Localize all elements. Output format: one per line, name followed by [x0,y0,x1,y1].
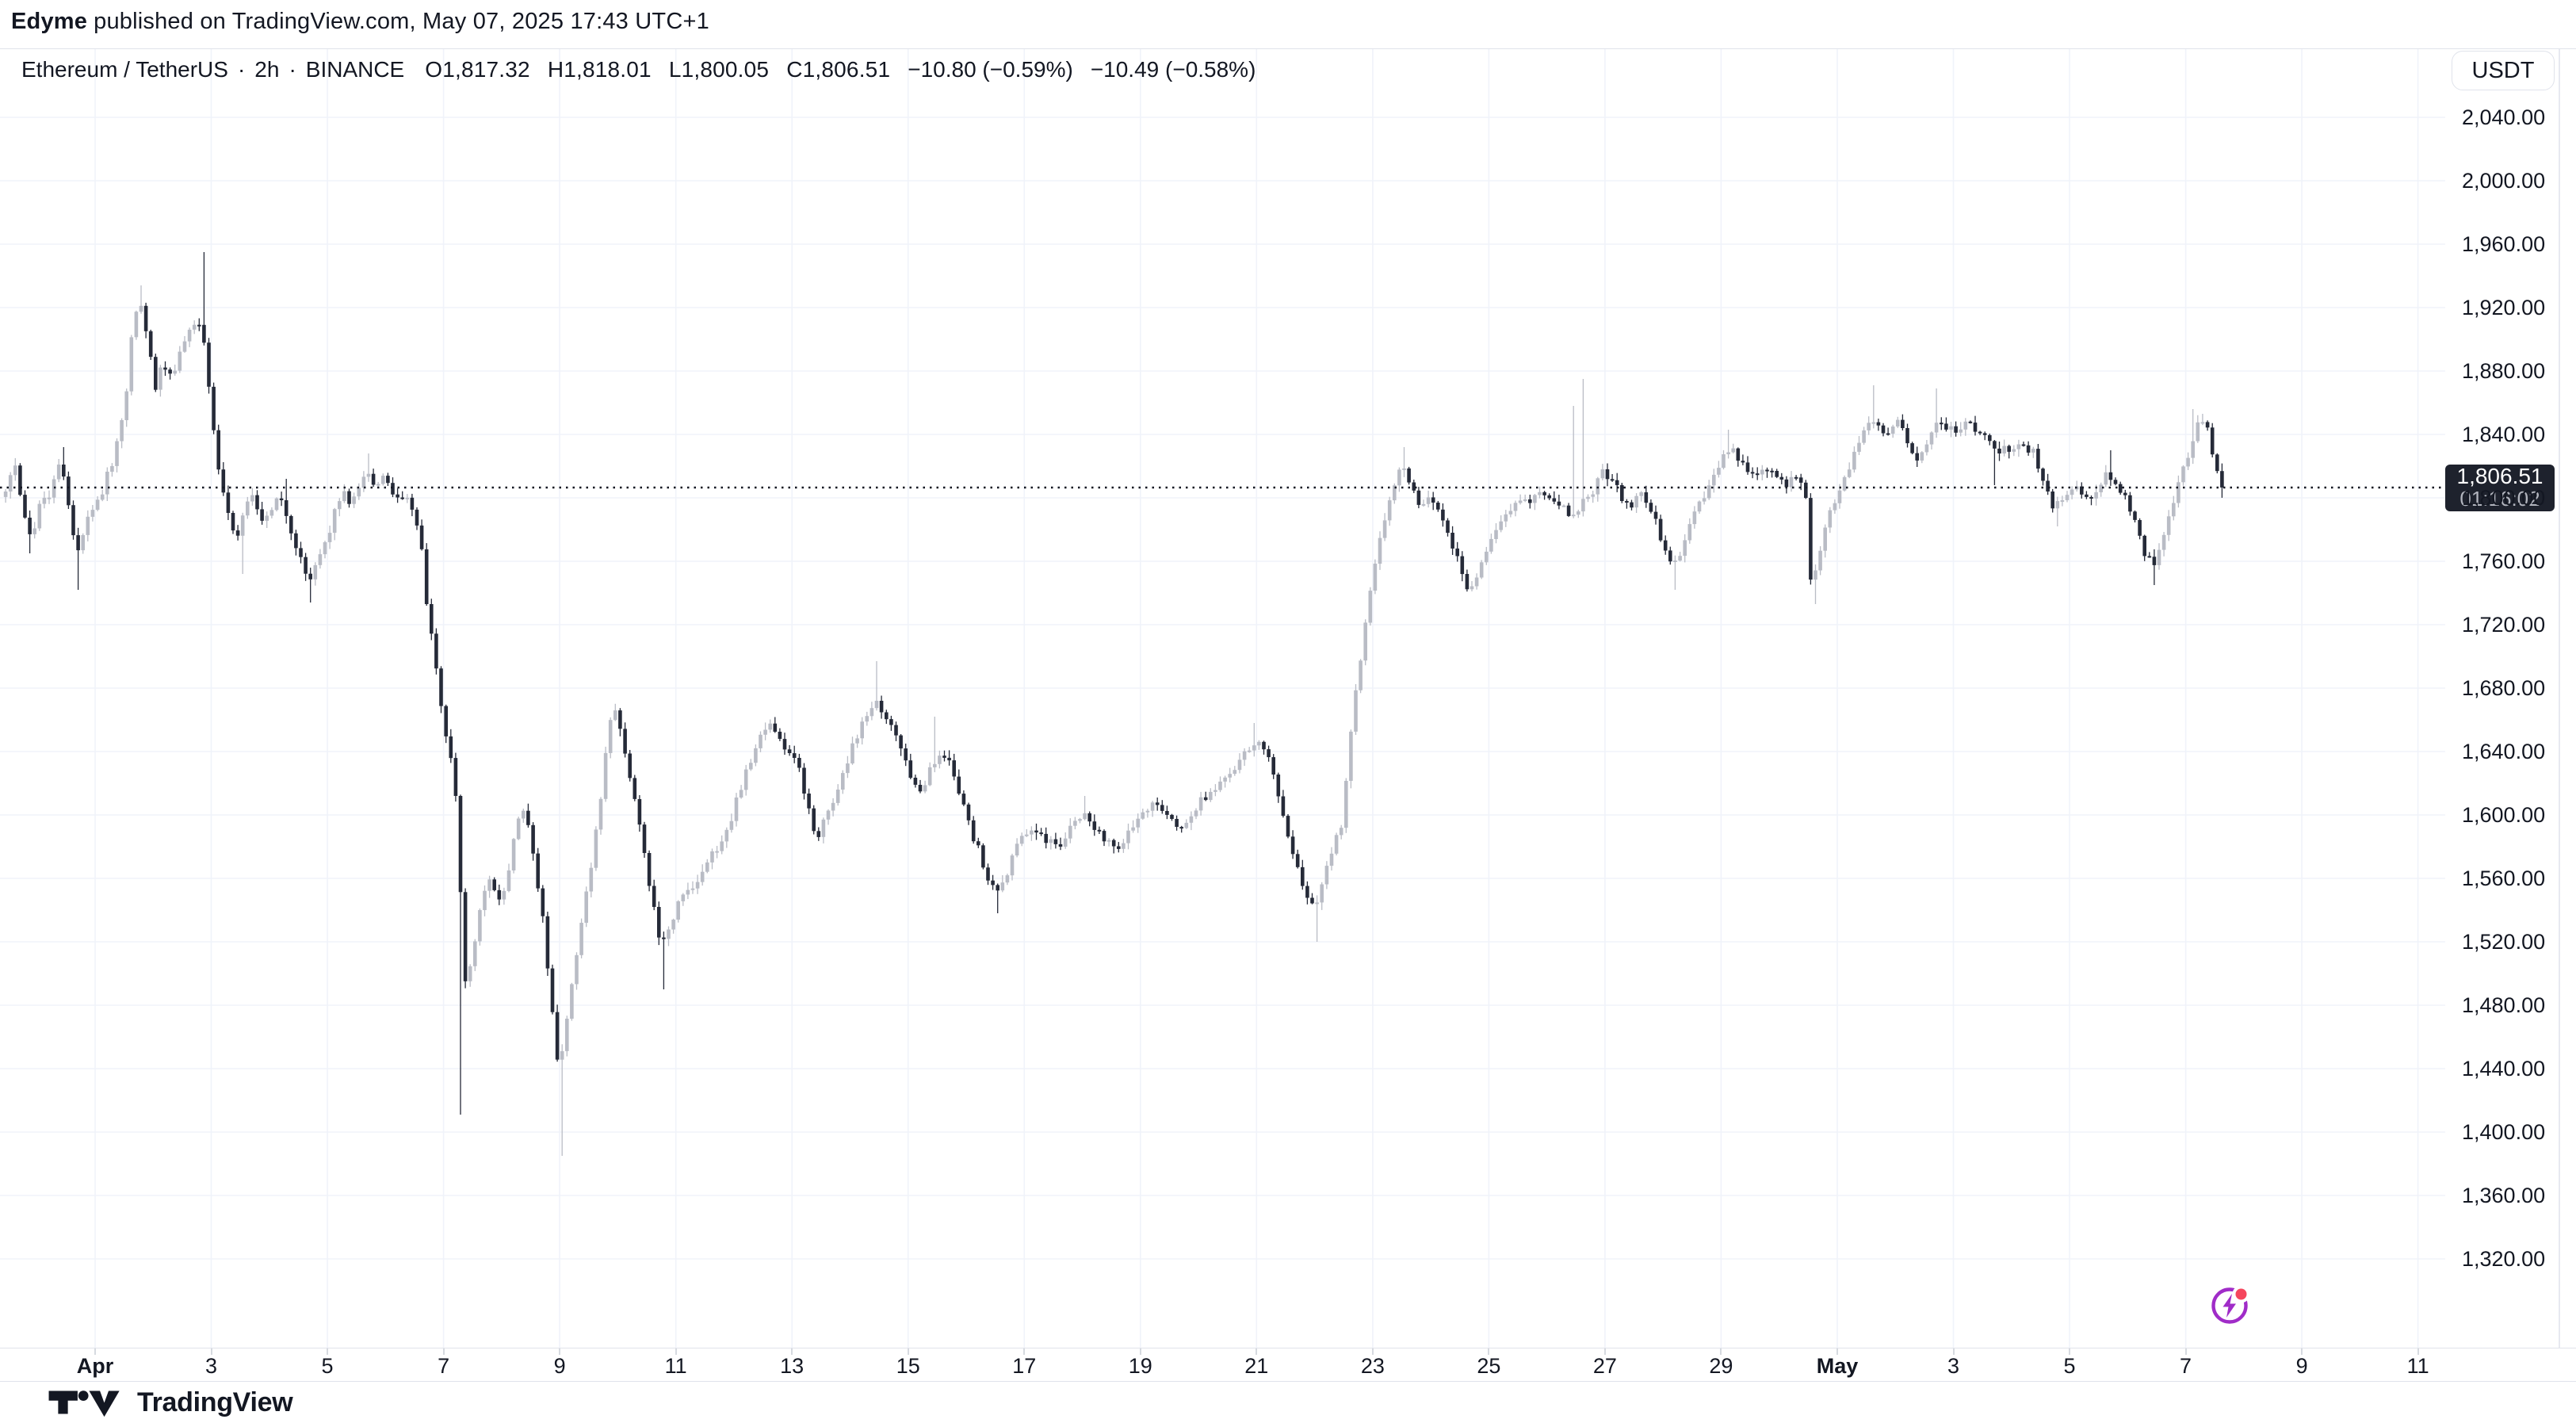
candlestick-plot[interactable] [0,49,2576,1348]
bolt-glyph [2222,1294,2236,1318]
time-axis-tick [791,1348,793,1355]
time-axis-tick [327,1348,329,1355]
time-axis-tick [2417,1348,2419,1355]
price-axis-label: 1,480.00 [2462,993,2546,1017]
time-axis-label: 11 [2406,1354,2429,1378]
price-axis-label: 1,720.00 [2462,613,2546,637]
time-axis-label: 29 [1709,1354,1733,1378]
time-axis-label: May [1816,1354,1859,1378]
time-axis-label: 9 [2295,1354,2308,1378]
time-axis-tick [675,1348,677,1355]
price-axis-label: 1,920.00 [2462,296,2546,319]
time-axis-tick [1256,1348,1258,1355]
price-axis-label: 1,640.00 [2462,740,2546,763]
ohlc-low: L1,800.05 [668,57,770,82]
price-axis-label: 1,600.00 [2462,803,2546,827]
time-axis-label: 7 [438,1354,450,1378]
time-axis-tick [210,1348,212,1355]
time-axis-label: 25 [1477,1354,1501,1378]
time-axis-label: 5 [321,1354,334,1378]
price-axis-label: 1,520.00 [2462,930,2546,954]
time-axis-tick [2301,1348,2303,1355]
time-axis-tick [1720,1348,1722,1355]
ohlc-close: C1,806.51 [786,57,891,82]
notification-dot [2235,1288,2247,1300]
price-axis-label: 1,400.00 [2462,1120,2546,1144]
time-axis-tick [2184,1348,2187,1355]
lightning-icon [2211,1285,2250,1324]
time-axis-tick [442,1348,445,1355]
time-axis-tick [1836,1348,1838,1355]
time-axis-label: 7 [2180,1354,2192,1378]
time-axis[interactable]: Apr 3 5 7 9 11 13 15 17 19 21 23 25 27 29 May 3 5 7 9 11 [0,1348,2576,1381]
time-axis-label: 9 [553,1354,566,1378]
session-change: −10.49 (−0.58%) [1090,57,1256,82]
time-axis-label: 11 [664,1354,687,1378]
time-axis-tick [1023,1348,1026,1355]
price-axis[interactable]: USDT 1,806.51 01:16:02 2,040.00 2,000.00 1… [2445,49,2576,1381]
author-name: Edyme [11,9,88,34]
ohlc-open: O1,817.32 [425,57,530,82]
bar-change: −10.80 (−0.59%) [908,57,1073,82]
time-axis-label: 23 [1360,1354,1385,1378]
time-axis-label: 3 [1947,1354,1960,1378]
time-axis-tick [907,1348,909,1355]
price-axis-label: 1,560.00 [2462,866,2546,890]
time-axis-tick [1139,1348,1141,1355]
price-axis-label: 1,360.00 [2462,1184,2546,1207]
brand-footer: TradingView [0,1381,2576,1422]
flash-icon-button[interactable] [2203,1280,2256,1332]
time-axis-tick [94,1348,96,1355]
tradingview-logo-icon [48,1390,120,1417]
ohlc-values: O1,817.32 H1,818.01 L1,800.05 C1,806.51 [425,57,890,82]
price-axis-label: 2,000.00 [2462,169,2546,193]
time-axis-label: 17 [1012,1354,1037,1378]
time-axis-label: 15 [896,1354,920,1378]
time-axis-label: 21 [1244,1354,1269,1378]
legend-separator: · [289,57,296,82]
time-axis-tick [559,1348,561,1355]
time-axis-tick [1952,1348,1955,1355]
attribution-bar: Edyme published on TradingView.com, May 0… [0,0,2576,49]
symbol-legend: Ethereum / TetherUS · 2h · BINANCE O1,81… [21,57,1256,82]
time-axis-tick [2069,1348,2071,1355]
brand-name: TradingView [137,1387,293,1417]
attribution: Edyme published on TradingView.com, May 0… [11,9,709,35]
exchange-label: BINANCE [305,57,405,82]
price-axis-label: 1,840.00 [2462,423,2546,446]
price-axis-label: 1,880.00 [2462,359,2546,383]
currency-usdt-button[interactable]: USDT [2452,51,2555,90]
time-axis-label: 5 [2063,1354,2076,1378]
price-axis-label: 1,760.00 [2462,549,2546,573]
interval-label: 2h [254,57,280,82]
time-axis-label: 3 [205,1354,218,1378]
price-axis-label: 1,320.00 [2462,1247,2546,1271]
time-axis-tick [1603,1348,1606,1355]
tradingview-logo-link[interactable]: TradingView [44,1382,293,1423]
price-axis-label: 1,680.00 [2462,676,2546,700]
legend-separator: · [237,57,246,82]
price-axis-edge-line [2559,49,2560,1381]
time-axis-label: 27 [1592,1354,1617,1378]
time-axis-tick [1488,1348,1490,1355]
time-axis-label: Apr [76,1354,114,1378]
last-price-badge: 1,806.51 01:16:02 [2445,464,2555,511]
bar-countdown: 01:16:02 [2459,487,2540,511]
price-axis-label: 1,960.00 [2462,232,2546,256]
price-axis-label: 1,440.00 [2462,1057,2546,1081]
symbol-title: Ethereum / TetherUS [21,57,228,82]
time-axis-tick [1371,1348,1374,1355]
ohlc-high: H1,818.01 [547,57,652,82]
price-axis-label: 2,040.00 [2462,105,2546,129]
time-axis-label: 13 [780,1354,805,1378]
chart-pane[interactable]: Ethereum / TetherUS · 2h · BINANCE O1,81… [0,49,2576,1381]
attribution-text: published on TradingView.com, May 07, 20… [94,9,709,34]
last-price: 1,806.51 [2456,464,2544,489]
price-axis-label: 1,800.00 [2462,486,2546,510]
time-axis-label: 19 [1128,1354,1152,1378]
